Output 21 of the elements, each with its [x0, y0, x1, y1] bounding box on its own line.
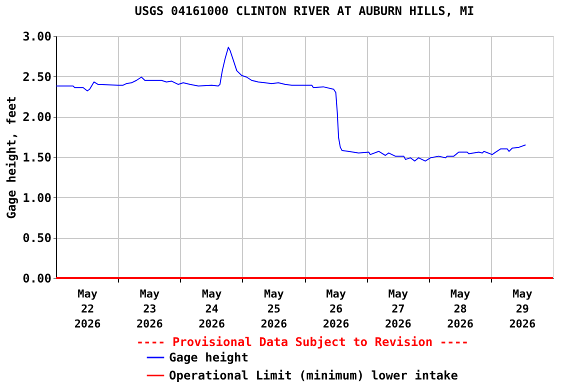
- text: ---- Provisional Data Subject to Revision ----: [136, 335, 469, 349]
- x-tick-label: May 22 2026: [74, 288, 102, 330]
- y-tick-label: 1.50: [22, 150, 52, 164]
- y-axis-title: Gage height, feet: [4, 96, 19, 219]
- x-tick-label: May 23 2026: [136, 288, 164, 330]
- x-tick-label: May 26 2026: [322, 288, 350, 330]
- y-tick-label: 0.00: [22, 272, 52, 286]
- x-tick-label: May 25 2026: [260, 288, 288, 330]
- line-series: [56, 46, 526, 162]
- y-tick-label: 2.50: [22, 70, 52, 84]
- y-tick-label: 3.00: [22, 30, 52, 44]
- legend-label: Gage height: [169, 350, 248, 364]
- y-tick-label: 0.50: [22, 231, 52, 246]
- chart-title: USGS 04161000 CLINTON RIVER AT AUBURN HILLS, MI: [134, 4, 474, 18]
- y-tick-label: 1.00: [22, 190, 52, 205]
- y-tick-label: 2.00: [22, 110, 52, 124]
- x-tick-label: May 27 2026: [384, 288, 412, 330]
- x-tick-label: May 24 2026: [198, 288, 226, 330]
- x-tick-label: May 29 2026: [509, 288, 536, 330]
- legend-label: Operational Limit (minimum) lower intake: [169, 368, 458, 382]
- x-tick-label: May 28 2026: [447, 288, 474, 330]
